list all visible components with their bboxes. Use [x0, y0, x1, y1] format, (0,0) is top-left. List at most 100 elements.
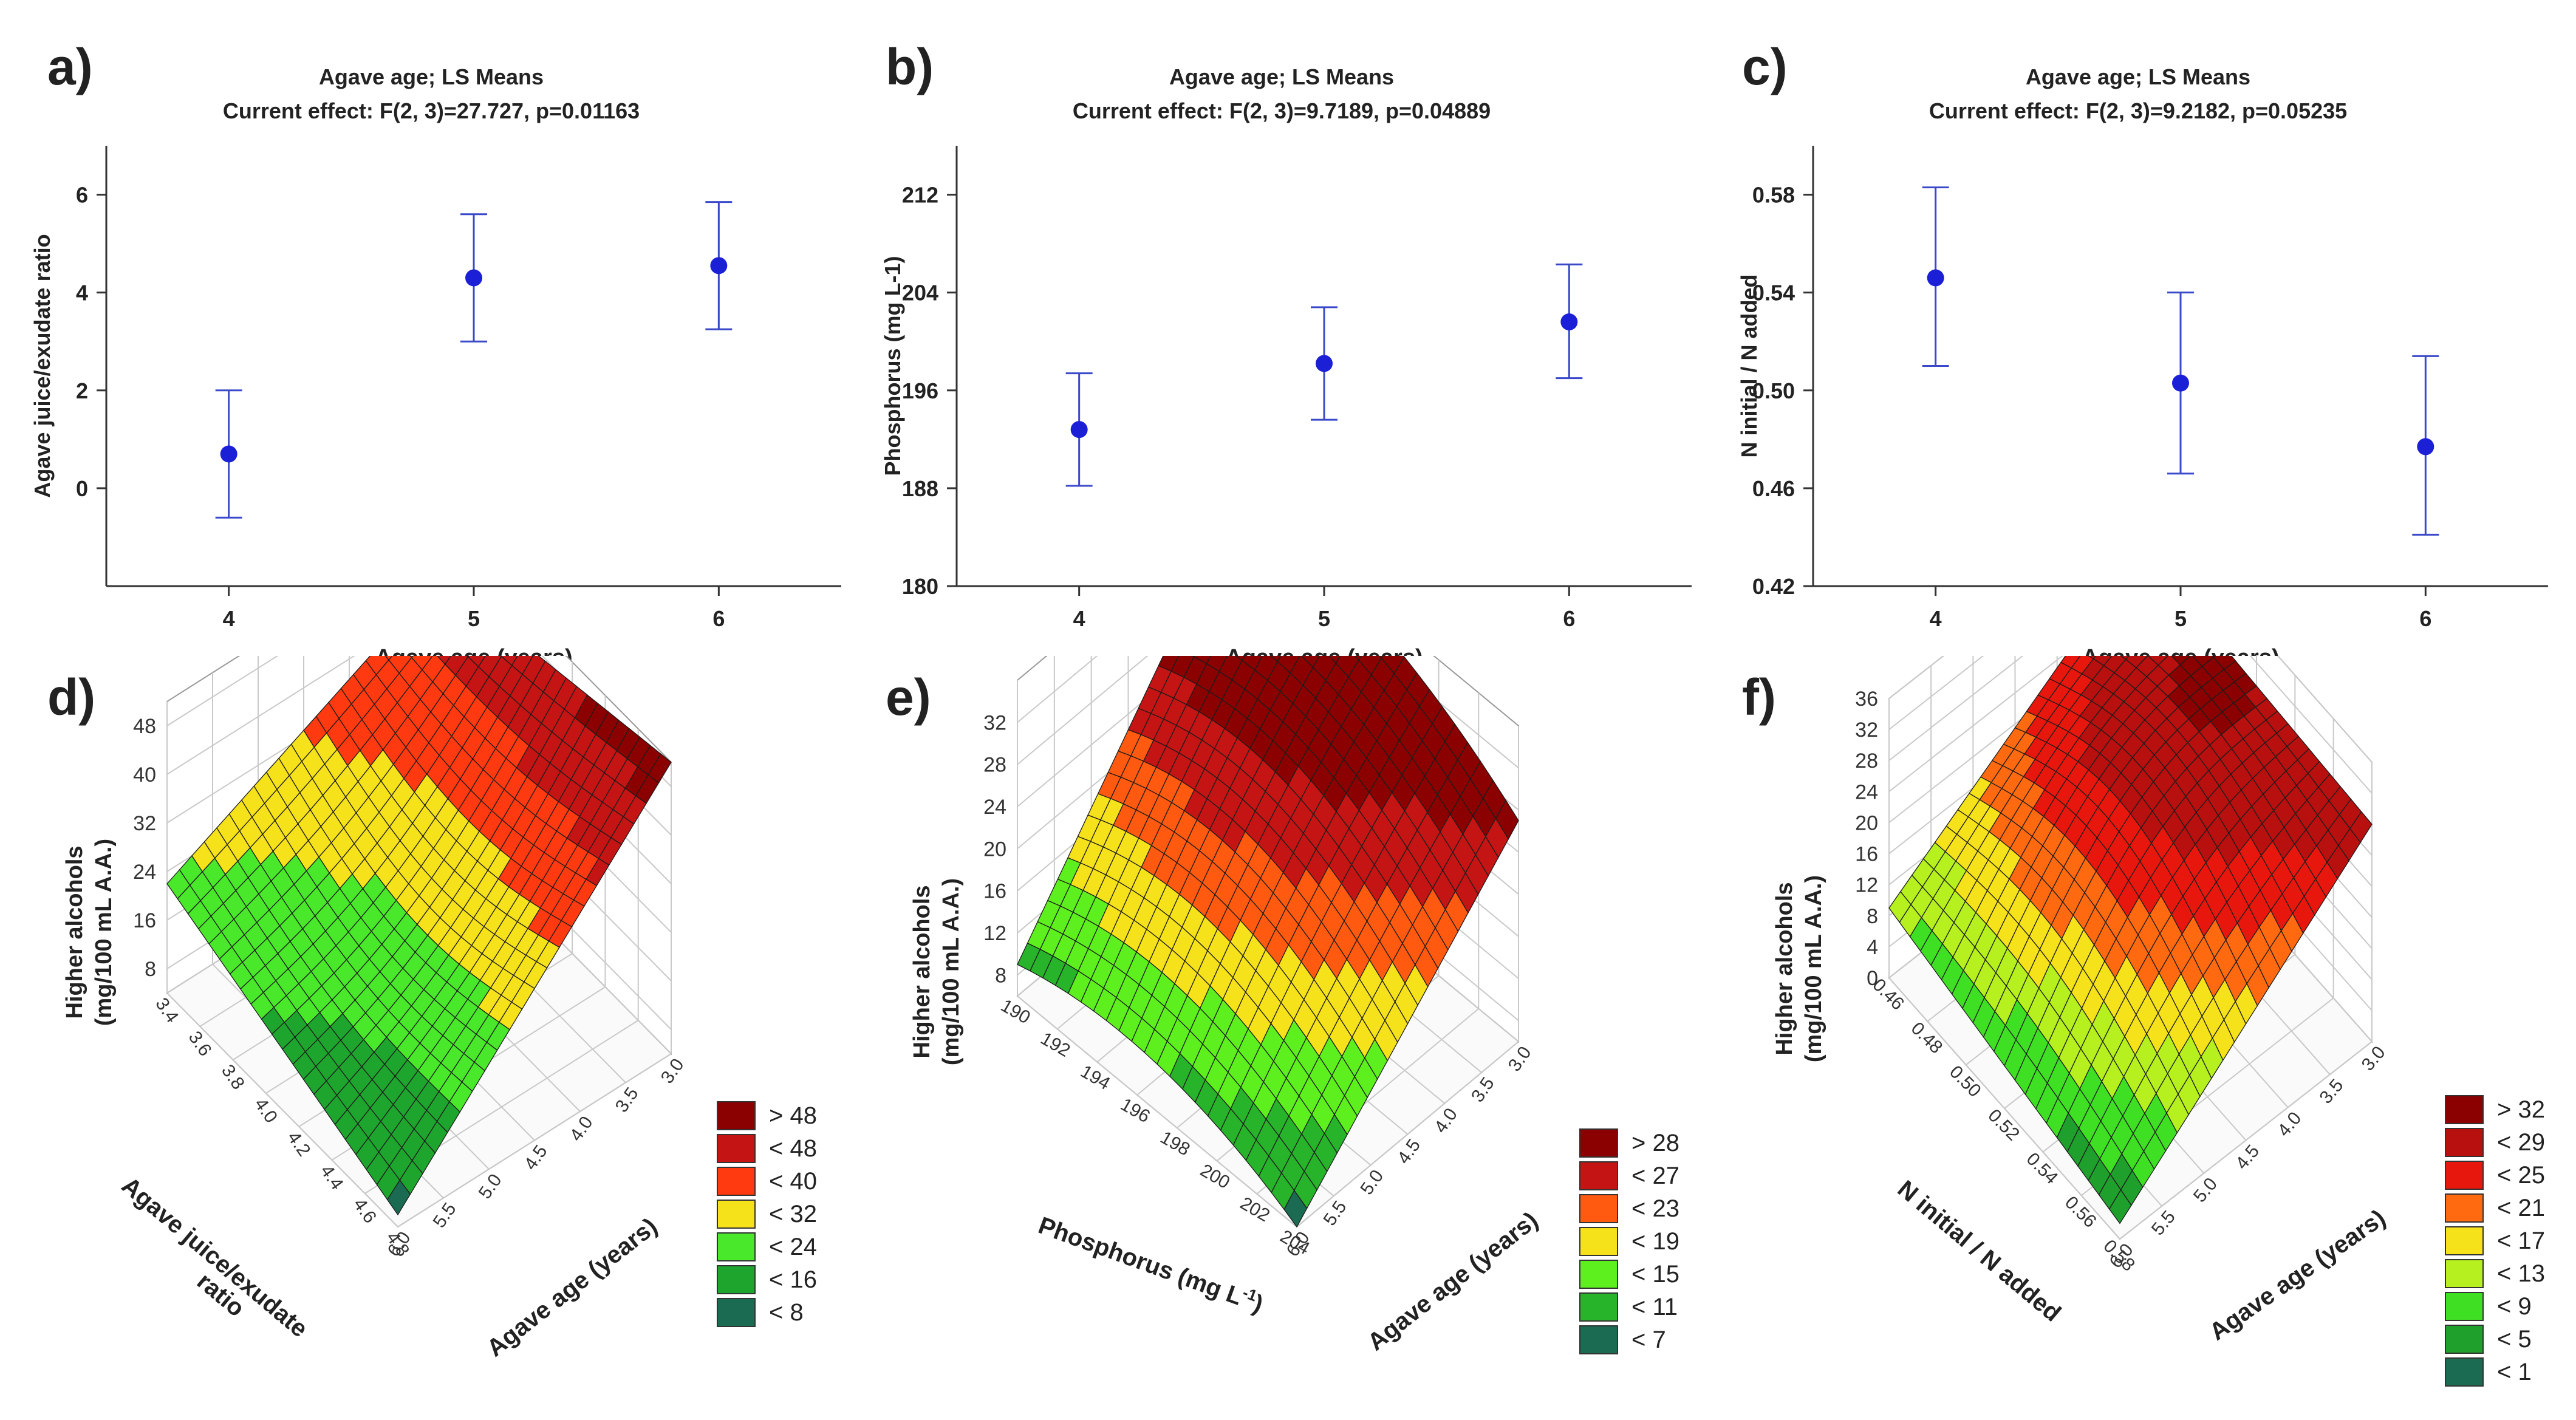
legend-entry-e: < 15 [1579, 1258, 1679, 1291]
legend-label-f: < 13 [2497, 1260, 2545, 1287]
chart-subtitle-c: Current effect: F(2, 3)=9.2182, p=0.0523… [1929, 98, 2348, 123]
legend-label-d: < 16 [769, 1266, 817, 1293]
z-tick-label-d: 32 [133, 812, 156, 835]
z-tick-label-e: 24 [983, 796, 1006, 819]
chart-subtitle-b: Current effect: F(2, 3)=9.7189, p=0.0488… [1072, 98, 1491, 123]
legend-label-f: < 5 [2497, 1325, 2532, 1353]
mean-point-c [2172, 374, 2189, 392]
legend-swatch-e [1579, 1161, 1618, 1190]
z-tick-label-f: 32 [1855, 719, 1878, 742]
z-tick-label-d: 48 [133, 715, 156, 738]
z-tick-label-f: 16 [1855, 843, 1878, 866]
surface-cell-e [1283, 1189, 1308, 1228]
surface-cell-d [384, 656, 393, 661]
legend-swatch-e [1579, 1260, 1618, 1289]
x-tick-label-c: 6 [2419, 606, 2431, 631]
legend-swatch-e [1579, 1194, 1618, 1223]
z-axis-label-line2-d: (mg/100 mL A.A.) [91, 839, 117, 1026]
floor-gridline-f [1888, 977, 2120, 1240]
chart-title-a: Agave age; LS Means [318, 64, 544, 89]
wall-gridline-f [1888, 656, 2373, 763]
legend-label-d: > 48 [769, 1102, 817, 1129]
y-tick-label-d: 6.0 [384, 1228, 415, 1260]
surface-chart-f: 048121620242832360.460.480.500.520.540.5… [1772, 656, 2391, 1346]
x-tick-label-a: 4 [223, 606, 235, 631]
panel-label-e: e) [886, 669, 931, 726]
x-tick-label-c: 5 [2175, 606, 2187, 631]
legend-entry-d: < 16 [717, 1263, 817, 1296]
x-tick-label-c: 4 [1930, 606, 1942, 631]
legend-label-f: < 25 [2497, 1161, 2545, 1189]
legend-label-d: < 8 [769, 1299, 804, 1326]
z-tick-label-f: 4 [1867, 936, 1878, 959]
z-tick-label-e: 8 [995, 964, 1006, 987]
panel-c: c) Agave age; LS Means Current effect: F… [1707, 0, 2576, 680]
z-tick-label-e: 28 [983, 754, 1006, 777]
legend-swatch-f [2445, 1095, 2484, 1124]
x-tick-label-b: 4 [1073, 606, 1085, 631]
legend-label-e: < 23 [1631, 1195, 1679, 1222]
legend-entry-e: < 23 [1579, 1192, 1679, 1225]
x-axis-label-f: N initial / N added [1893, 1175, 2066, 1326]
y-tick-label-c: 0.42 [1752, 574, 1795, 599]
legend-label-e: < 11 [1631, 1293, 1678, 1320]
legend-entry-f: < 25 [2445, 1159, 2545, 1192]
y-axis-label-f: Agave age (years) [2205, 1204, 2391, 1345]
z-tick-label-e: 12 [983, 922, 1006, 945]
mean-point-c [2417, 438, 2434, 456]
legend-swatch-e [1579, 1325, 1618, 1354]
legend-swatch-f [2445, 1292, 2484, 1321]
legend-swatch-d [717, 1298, 756, 1327]
legend-swatch-e [1579, 1128, 1618, 1158]
y-tick-label-b: 204 [902, 281, 938, 306]
legend-swatch-f [2445, 1226, 2484, 1255]
legend-e: > 28 < 27 < 23 < 19 < 15 < 11 < 7 [1579, 1127, 1679, 1356]
y-tick-label-c: 0.50 [1752, 378, 1795, 403]
legend-entry-f: < 1 [2445, 1356, 2545, 1388]
z-tick-label-d: 8 [145, 958, 156, 981]
legend-swatch-d [717, 1167, 756, 1196]
legend-entry-f: > 32 [2445, 1093, 2545, 1126]
floor-gridline-d [166, 992, 398, 1227]
panel-e: e) 8 12 16 20 24 28 32 190 192 194 196 198 200 202 204… [850, 656, 1713, 1420]
legend-entry-e: > 28 [1579, 1127, 1679, 1159]
panel-d: d) 8 16 24 32 40 48 3.4 3.6 3.8 4.0 4.2 4.4 4.6 4.8 3.… [0, 656, 856, 1420]
y-tick-label-b: 212 [902, 183, 938, 208]
legend-swatch-f [2445, 1325, 2484, 1354]
y-tick-label-a: 6 [76, 183, 88, 208]
mean-point-b [1316, 355, 1333, 372]
legend-swatch-f [2445, 1357, 2484, 1387]
mean-point-a [220, 445, 237, 463]
z-tick-label-e: 32 [983, 711, 1006, 734]
z-axis-label-line1-d: Higher alcohols [62, 845, 87, 1019]
z-tick-label-f: 28 [1855, 749, 1878, 773]
legend-label-d: < 24 [769, 1233, 817, 1260]
surface-cell-e [1354, 656, 1362, 661]
legend-entry-f: < 29 [2445, 1126, 2545, 1159]
legend-label-d: < 48 [769, 1135, 817, 1162]
mean-point-a [465, 269, 482, 287]
legend-entry-f: < 5 [2445, 1323, 2545, 1356]
z-axis-label-line2-e: (mg/100 mL A.A.) [938, 878, 964, 1065]
floor-gridline-e [1017, 995, 1297, 1227]
z-tick-label-e: 16 [983, 880, 1006, 903]
surface-cell-f [2108, 1189, 2132, 1224]
y-tick-label-b: 196 [902, 378, 938, 403]
z-tick-label-f: 24 [1855, 780, 1878, 804]
legend-swatch-d [717, 1232, 756, 1261]
legend-label-e: < 7 [1631, 1326, 1666, 1353]
legend-label-e: < 27 [1631, 1162, 1679, 1189]
legend-label-f: < 1 [2497, 1358, 2532, 1385]
legend-swatch-d [717, 1134, 756, 1163]
legend-swatch-e [1579, 1227, 1618, 1256]
z-axis-label-line1-e: Higher alcohols [909, 885, 935, 1058]
z-tick-label-f: 12 [1855, 874, 1878, 897]
panel-label-c: c) [1742, 38, 1788, 95]
legend-entry-e: < 7 [1579, 1323, 1679, 1356]
panel-f: f) 0 4 8 12 16 20 24 28 32 36 0.46 0.48 0.50 0.52 0.54… [1707, 656, 2576, 1420]
chart-subtitle-a: Current effect: F(2, 3)=27.727, p=0.0116… [222, 98, 640, 123]
y-tick-label-c: 0.58 [1752, 183, 1795, 208]
z-tick-label-e: 20 [983, 838, 1006, 861]
legend-entry-f: < 13 [2445, 1257, 2545, 1290]
legend-swatch-f [2445, 1259, 2484, 1288]
